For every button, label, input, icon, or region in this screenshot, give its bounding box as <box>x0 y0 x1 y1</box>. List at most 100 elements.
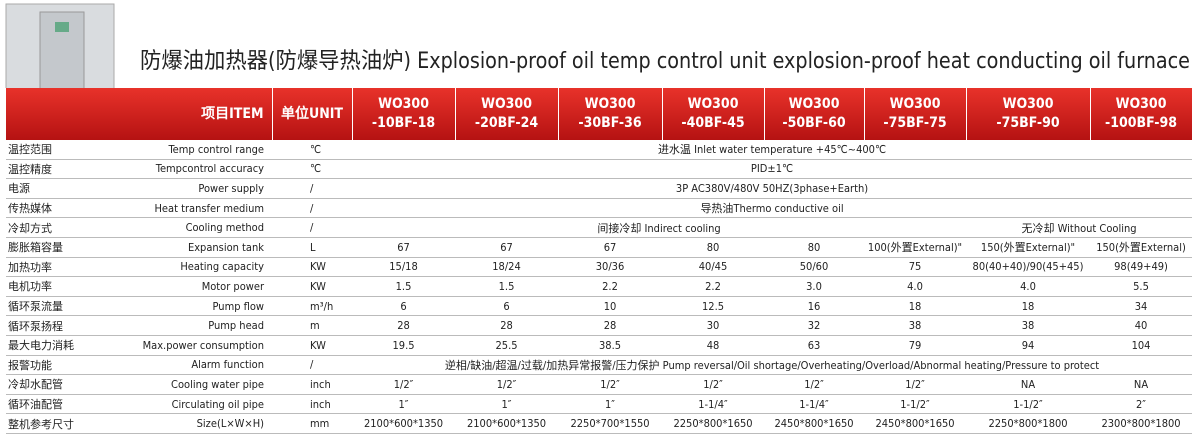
value: NA <box>966 374 1091 395</box>
row: 温控精度 Tempcontrol accuracy ℃ PID±1℃ <box>6 159 1193 180</box>
item-en: Max.power consumption <box>128 335 273 356</box>
unit: m³/h <box>272 296 353 317</box>
unit: mm <box>272 413 353 434</box>
header-model: WO300 -30BF-36 <box>558 88 663 140</box>
item-en: Tempcontrol accuracy <box>128 159 273 180</box>
value: 16 <box>764 296 865 317</box>
value: 28 <box>558 315 663 336</box>
item-cn: 电源 <box>6 178 128 199</box>
header-model: WO300 -75BF-90 <box>966 88 1091 140</box>
value: 1-1/2″ <box>864 394 967 415</box>
value: 67 <box>558 237 663 258</box>
value: 18 <box>966 296 1091 317</box>
unit: / <box>272 178 353 199</box>
header-model: WO300 -100BF-98 <box>1090 88 1193 140</box>
unit: m <box>272 315 353 336</box>
value: 1″ <box>352 394 456 415</box>
value: 2100*600*1350 <box>455 413 559 434</box>
model-line: WO300 <box>788 96 840 112</box>
unit: KW <box>272 335 353 356</box>
value: 15/18 <box>352 257 456 278</box>
value: 1″ <box>558 394 663 415</box>
item-cn: 传热媒体 <box>6 198 128 219</box>
value: PID±1℃ <box>352 159 1193 180</box>
item-en: Circulating oil pipe <box>128 394 273 415</box>
value: 18 <box>864 296 967 317</box>
value: 4.0 <box>864 276 967 297</box>
model-line: -20BF-24 <box>474 115 539 131</box>
value: 63 <box>764 335 865 356</box>
spec-table: 项目ITEM 单位UNIT WO300 -10BF-18 WO300 -20BF-24 WO… <box>6 88 1193 434</box>
value: 50/60 <box>764 257 865 278</box>
model-line: WO300 <box>378 96 429 112</box>
value: 30 <box>662 315 765 336</box>
item-cn: 电机功率 <box>6 276 128 297</box>
model-line: WO300 <box>889 96 941 112</box>
row: 冷却方式 Cooling method / 间接冷却 Indirect cooling… <box>6 217 1193 238</box>
header-item: 项目ITEM <box>6 88 273 140</box>
value: 2250*800*1800 <box>966 413 1091 434</box>
unit: L <box>272 237 353 258</box>
item-en: Alarm function <box>128 355 273 376</box>
value: 67 <box>352 237 456 258</box>
item-en: Expansion tank <box>128 237 273 258</box>
value: 2.2 <box>558 276 663 297</box>
value: 2250*700*1550 <box>558 413 663 434</box>
unit: ℃ <box>272 159 353 180</box>
model-line: -40BF-45 <box>681 115 745 131</box>
row: 报警功能 Alarm function / 逆相/缺油/超温/过载/加热异常报警/压力… <box>6 355 1193 376</box>
unit: inch <box>272 394 353 415</box>
model-line: WO300 <box>687 96 739 112</box>
value: 逆相/缺油/超温/过载/加热异常报警/压力保护 Pump reversal/Oi… <box>352 355 1193 376</box>
item-en: Motor power <box>128 276 273 297</box>
value: 25.5 <box>455 335 559 356</box>
value: 2450*800*1650 <box>764 413 865 434</box>
value: 80 <box>662 237 765 258</box>
value: 1/2″ <box>455 374 559 395</box>
value: 1-1/4″ <box>764 394 865 415</box>
item-en: Heat transfer medium <box>128 198 273 219</box>
value: 32 <box>764 315 865 336</box>
row: 传热媒体 Heat transfer medium / 导热油Thermo condu… <box>6 198 1193 219</box>
row: 循环泵流量 Pump flow m³/h 6 6 10 12.5 16 18 18 34 <box>6 296 1193 317</box>
item-cn: 最大电力消耗 <box>6 335 128 356</box>
item-cn: 循环油配管 <box>6 394 128 415</box>
value: 1-1/2″ <box>966 394 1091 415</box>
value: 3P AC380V/480V 50HZ(3phase+Earth) <box>352 178 1193 199</box>
value: 34 <box>1090 296 1193 317</box>
value: 38.5 <box>558 335 663 356</box>
value: 4.0 <box>966 276 1091 297</box>
value: 80(40+40)/90(45+45) <box>966 257 1091 278</box>
value: 150(外置External)" <box>966 237 1091 258</box>
item-cn: 循环泵扬程 <box>6 315 128 336</box>
value: 100(外置External)" <box>864 237 967 258</box>
unit: / <box>272 198 353 219</box>
unit: ℃ <box>272 140 353 160</box>
row: 加热功率 Heating capacity KW 15/18 18/24 30/36 40/… <box>6 257 1193 278</box>
value: 2100*600*1350 <box>352 413 456 434</box>
value: 28 <box>352 315 456 336</box>
value: 30/36 <box>558 257 663 278</box>
item-cn: 温控精度 <box>6 159 128 180</box>
value: 2250*800*1650 <box>662 413 765 434</box>
item-en: Cooling water pipe <box>128 374 273 395</box>
row: 电机功率 Motor power KW 1.5 1.5 2.2 2.2 3.0 4.0 4.0 5.… <box>6 276 1193 297</box>
value: 38 <box>864 315 967 336</box>
model-line: -75BF-75 <box>883 115 947 131</box>
item-en: Temp control range <box>128 140 273 160</box>
value: 19.5 <box>352 335 456 356</box>
value: 48 <box>662 335 765 356</box>
item-en: Cooling method <box>128 217 273 238</box>
row: 膨胀箱容量 Expansion tank L 67 67 67 80 80 100(外置Exte… <box>6 237 1193 258</box>
model-line: WO300 <box>481 96 532 112</box>
item-en: Heating capacity <box>128 257 273 278</box>
value: 2″ <box>1090 394 1193 415</box>
model-line: -30BF-36 <box>578 115 642 131</box>
header-unit: 单位UNIT <box>272 88 353 140</box>
header-row: 项目ITEM 单位UNIT WO300 -10BF-18 WO300 -20BF-24 WO… <box>6 88 1193 140</box>
model-line: -10BF-18 <box>371 115 436 131</box>
value: 40/45 <box>662 257 765 278</box>
value: 1.5 <box>352 276 456 297</box>
item-cn: 温控范围 <box>6 140 128 160</box>
unit: KW <box>272 257 353 278</box>
